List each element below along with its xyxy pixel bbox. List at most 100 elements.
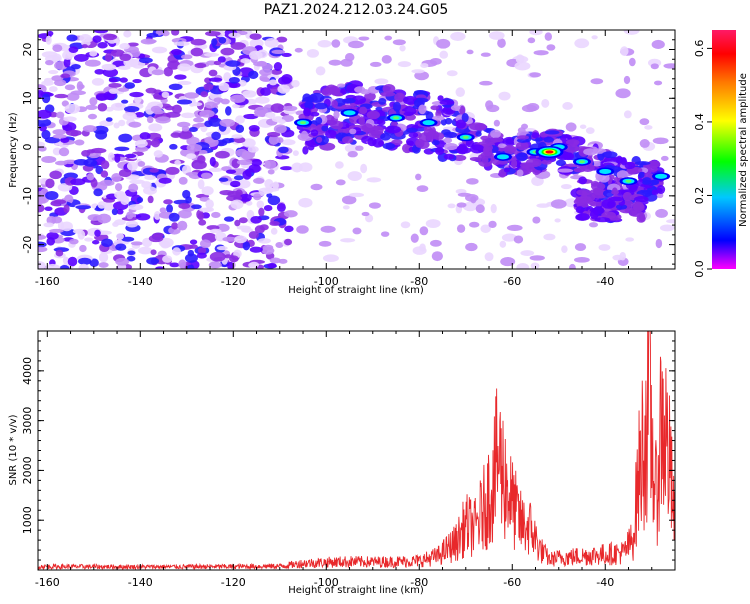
- heat-cell: [533, 50, 549, 56]
- heat-cell: [531, 132, 540, 139]
- heat-cell: [98, 252, 109, 263]
- heat-cell: [283, 210, 298, 218]
- heat-cell: [271, 49, 286, 54]
- heat-cell: [112, 60, 126, 68]
- spectrogram-y-ticks: 20 10 0 -10 -20: [21, 29, 675, 265]
- heat-cell: [268, 135, 279, 145]
- heat-cell: [249, 33, 262, 40]
- heat-cell: [76, 81, 84, 91]
- heat-cell: [650, 63, 659, 70]
- heat-cell: [61, 100, 69, 107]
- heat-peak: [545, 150, 554, 154]
- heat-cell: [144, 174, 156, 181]
- heat-cell: [241, 138, 256, 148]
- heat-cell: [615, 204, 628, 210]
- snr-y-label: SNR (10 * v/v): [8, 414, 19, 485]
- heat-cell: [94, 229, 101, 237]
- heat-cell: [225, 106, 232, 116]
- heat-cell: [197, 179, 205, 190]
- heat-cell: [302, 146, 309, 155]
- heat-cell: [75, 205, 92, 210]
- heat-cell: [127, 250, 136, 256]
- heat-cell: [474, 123, 487, 131]
- heat-cell: [234, 219, 241, 227]
- heat-cell: [49, 170, 62, 180]
- heat-cell: [186, 264, 195, 269]
- heat-cell: [486, 104, 500, 113]
- heat-cell: [135, 146, 149, 153]
- heat-cell: [60, 73, 71, 79]
- heat-cell: [115, 257, 130, 266]
- heat-cell: [205, 199, 214, 209]
- heat-cell: [253, 177, 265, 184]
- heat-cell: [602, 189, 615, 198]
- heat-cell: [653, 80, 663, 86]
- heat-cell: [56, 111, 65, 119]
- heat-cell: [195, 122, 207, 128]
- heat-cell: [89, 258, 99, 267]
- heat-cell: [172, 247, 181, 256]
- heat-cell: [554, 218, 561, 223]
- heat-cell: [247, 146, 259, 153]
- heat-cell: [444, 117, 453, 125]
- heat-cell: [52, 129, 67, 135]
- heat-cell: [85, 104, 98, 111]
- heat-cell: [574, 243, 587, 252]
- heat-cell: [146, 32, 159, 38]
- heat-cell: [515, 54, 525, 64]
- heat-cell: [211, 38, 218, 46]
- heat-cell: [340, 88, 347, 95]
- heat-cell: [128, 183, 139, 193]
- heat-cell: [258, 207, 265, 217]
- heat-cell: [592, 206, 605, 215]
- heat-cell: [105, 106, 114, 112]
- heat-cell: [239, 193, 252, 202]
- heat-cell: [248, 164, 261, 173]
- heat-cell: [201, 186, 214, 196]
- heat-cell: [190, 38, 207, 46]
- heat-cell: [108, 82, 122, 88]
- snr-y-ticks: 1000 2000 3000 4000: [21, 330, 675, 571]
- heat-cell: [644, 125, 653, 130]
- heat-cell: [95, 130, 108, 140]
- heat-cell: [196, 252, 207, 259]
- heat-cell: [63, 204, 70, 214]
- heat-cell: [365, 214, 374, 223]
- heat-cell: [457, 192, 472, 197]
- heat-cell: [228, 32, 241, 39]
- heat-cell: [45, 263, 61, 269]
- y-tick-label: 0: [21, 144, 34, 151]
- heat-cell: [114, 146, 130, 152]
- heat-cell: [185, 172, 201, 177]
- heat-cell: [241, 227, 254, 233]
- heat-cell: [60, 137, 70, 143]
- heat-cell: [52, 134, 67, 139]
- heat-cell: [240, 58, 251, 64]
- x-tick-label: -40: [596, 576, 614, 589]
- heat-cell: [465, 139, 475, 148]
- heat-hotspot: [300, 121, 307, 125]
- heat-cell: [97, 201, 106, 209]
- heat-cell: [543, 136, 555, 143]
- heat-cell: [514, 61, 531, 71]
- spectrogram-x-label: Height of straight line (km): [288, 285, 424, 296]
- colorbar-gradient: [712, 30, 736, 269]
- heat-cell: [342, 136, 354, 144]
- heat-cell: [392, 101, 402, 112]
- heat-cell: [48, 69, 59, 75]
- heat-cell: [337, 126, 352, 134]
- heat-cell: [60, 221, 73, 232]
- heat-cell: [575, 206, 584, 214]
- heat-cell: [497, 38, 506, 48]
- heat-cell: [227, 190, 242, 198]
- heat-cell: [198, 219, 207, 226]
- heat-cell: [488, 220, 497, 229]
- heat-cell: [147, 195, 154, 204]
- heat-cell: [63, 172, 79, 180]
- heat-cell: [213, 97, 224, 103]
- heat-cell: [450, 31, 466, 41]
- heat-cell: [204, 120, 213, 128]
- heat-cell: [372, 138, 384, 148]
- heat-cell: [190, 204, 202, 210]
- heat-cell: [275, 155, 290, 160]
